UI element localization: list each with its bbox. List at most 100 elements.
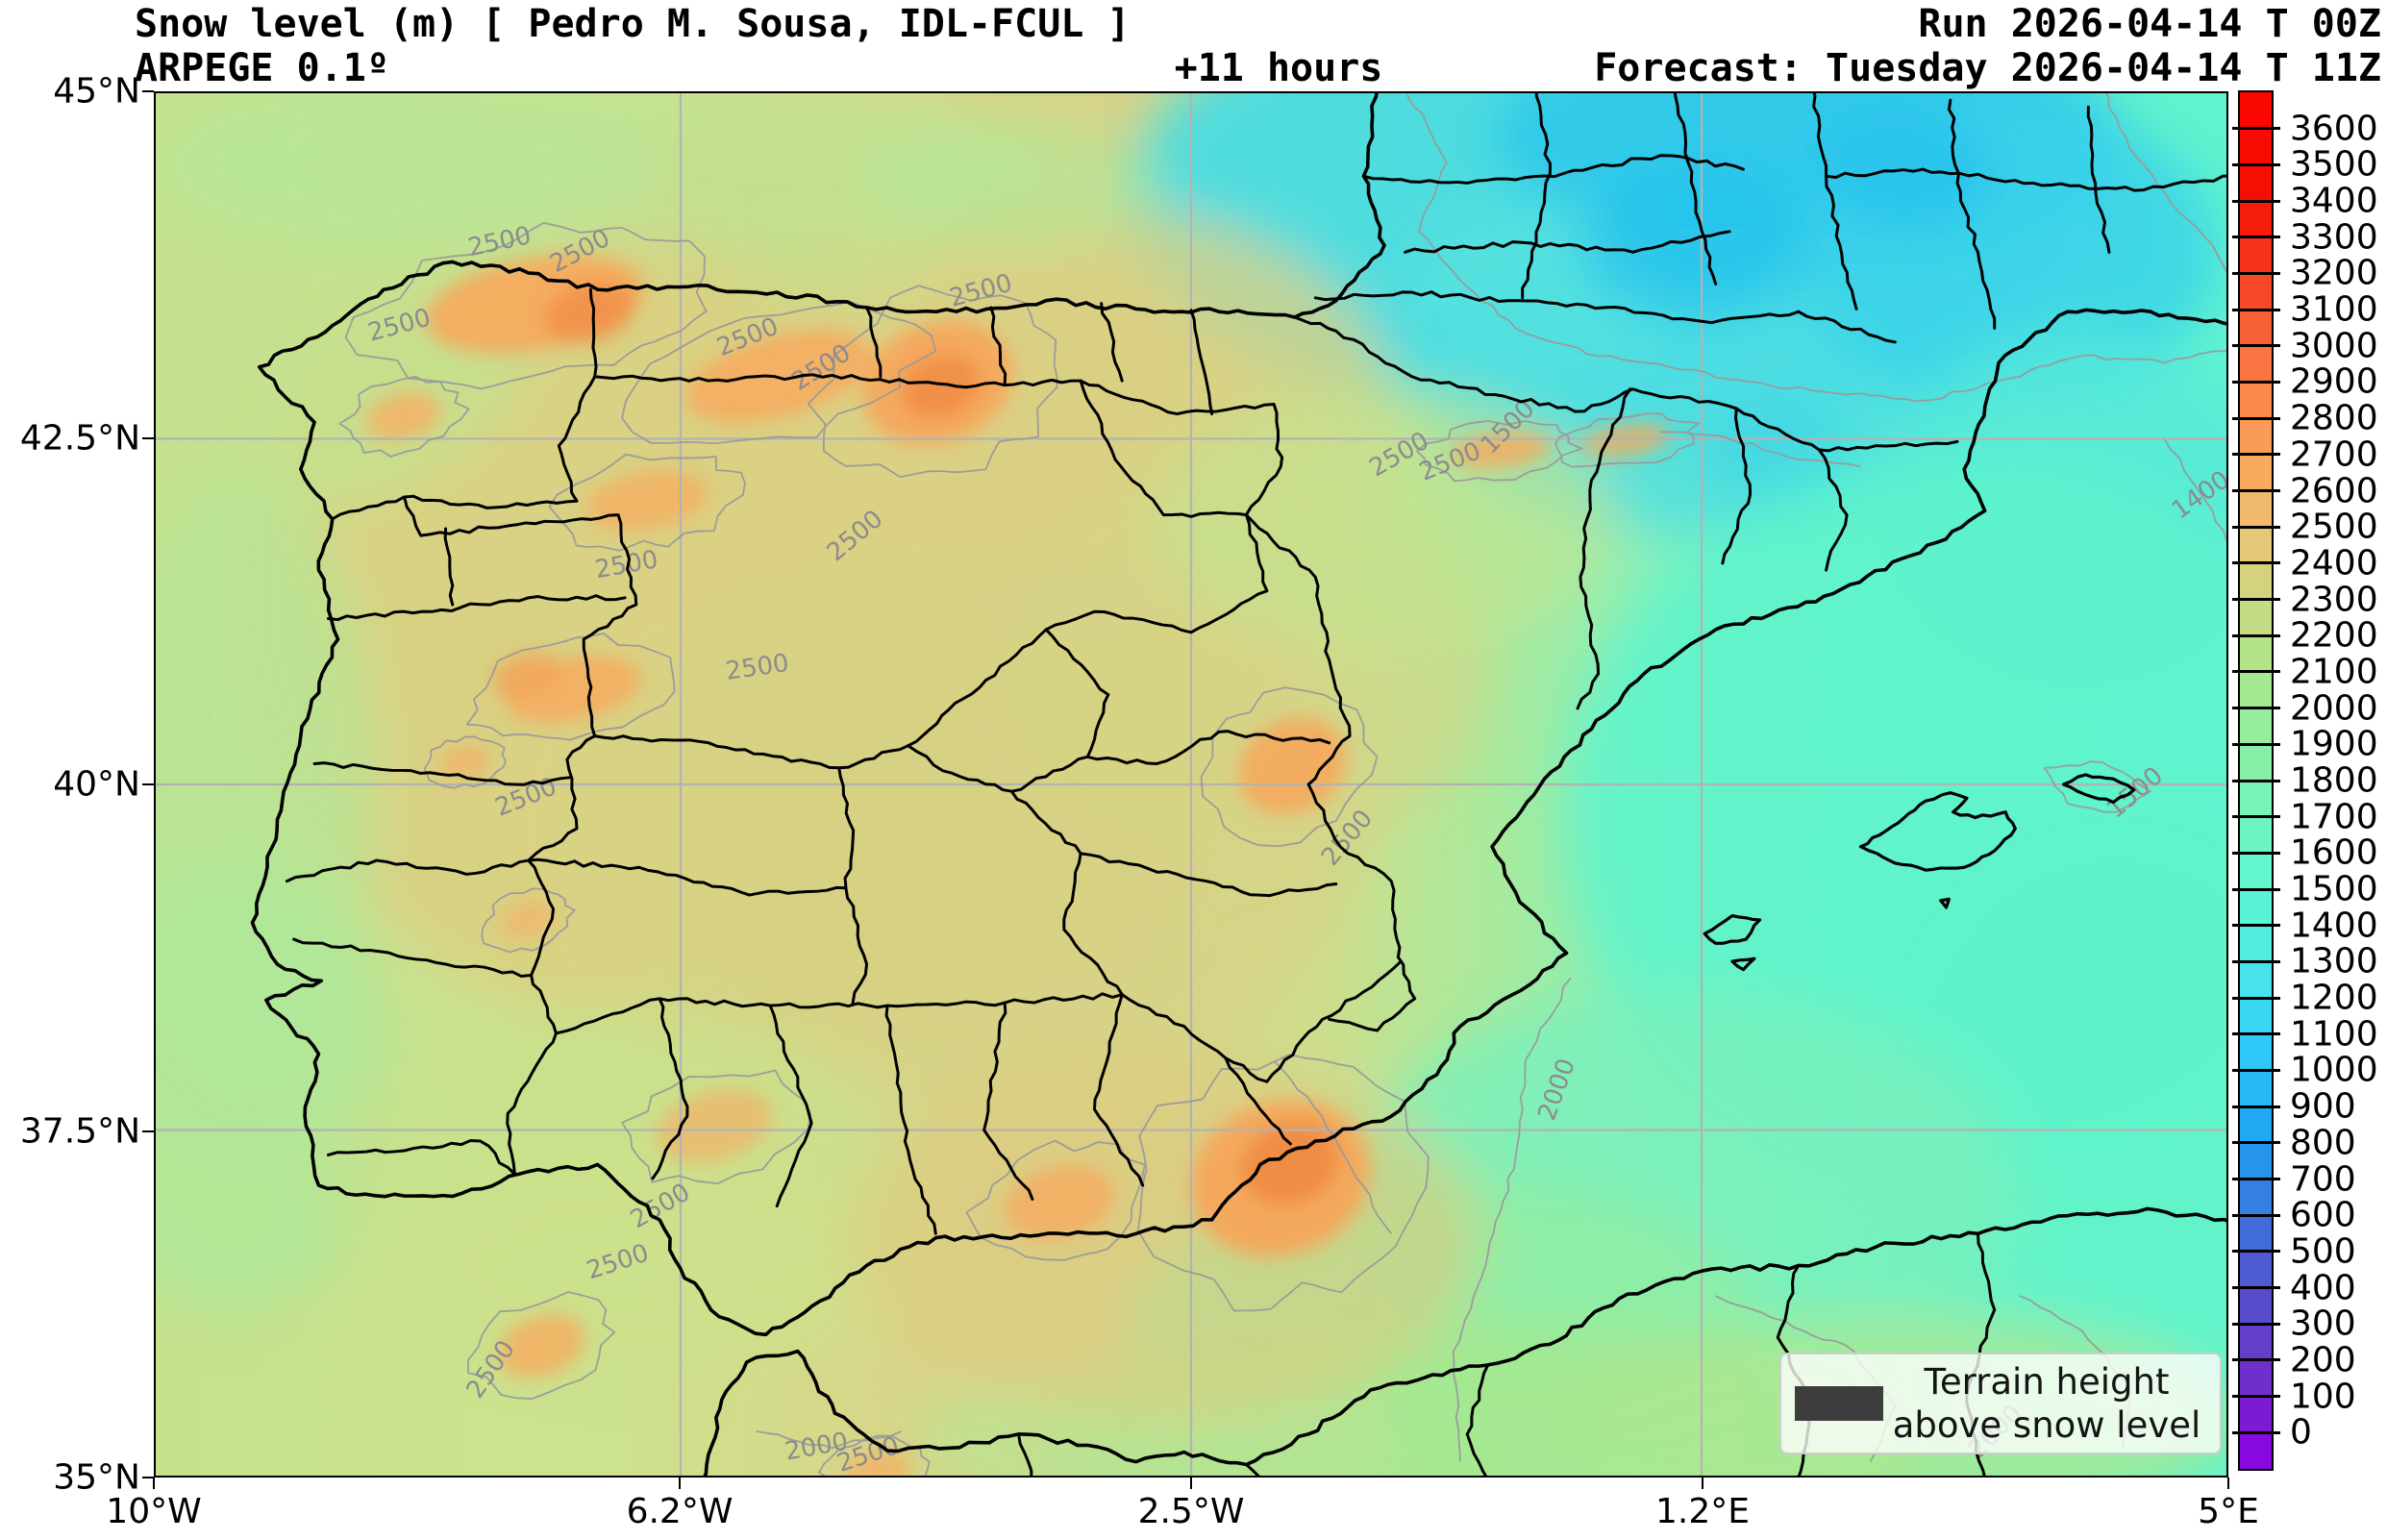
colorbar-tick-label: 1400 (2290, 906, 2378, 946)
colorbar-tickmark (2232, 851, 2280, 855)
colorbar-tick-label: 400 (2290, 1268, 2356, 1308)
colorbar-tickmark (2232, 271, 2280, 275)
y-axis-tick-label: 35°N (53, 1457, 140, 1498)
colorbar-tick-label: 2500 (2290, 507, 2378, 547)
x-axis-tick-label: 2.5°W (1137, 1492, 1245, 1531)
colorbar-tick-label: 3100 (2290, 289, 2378, 330)
y-axis-tickmark (142, 89, 154, 93)
colorbar-tickmark (2232, 815, 2280, 819)
colorbar-segment (2240, 961, 2272, 998)
colorbar-segment (2240, 1070, 2272, 1106)
colorbar-segment (2240, 1214, 2272, 1252)
colorbar-segment (2240, 92, 2272, 129)
colorbar-tickmark (2232, 162, 2280, 166)
colorbar-tickmark (2232, 453, 2280, 457)
colorbar-tickmark (2232, 236, 2280, 239)
colorbar-tick-label: 1300 (2290, 941, 2378, 981)
colorbar-segment (2240, 1251, 2272, 1288)
colorbar-tick-label: 1500 (2290, 869, 2378, 909)
colorbar-tickmark (2232, 1105, 2280, 1108)
colorbar-tickmark (2232, 996, 2280, 1000)
y-axis-tick-label: 37.5°N (19, 1111, 140, 1152)
colorbar (2238, 90, 2274, 1471)
legend-line2: above snow level (1892, 1404, 2201, 1446)
colorbar-segment (2240, 382, 2272, 419)
colorbar-tick-label: 700 (2290, 1159, 2356, 1200)
legend-text: Terrain height above snow level (1883, 1360, 2210, 1447)
colorbar-tick-label: 0 (2290, 1412, 2312, 1453)
valid-time-label: Forecast: Tuesday 2026-04-14 T 11Z (1594, 46, 2381, 90)
colorbar-tickmark (2232, 525, 2280, 529)
colorbar-tickmark (2232, 127, 2280, 131)
colorbar-segment (2240, 1105, 2272, 1143)
colorbar-tick-label: 3500 (2290, 144, 2378, 185)
colorbar-tick-label: 1200 (2290, 978, 2378, 1018)
colorbar-segment (2240, 1396, 2272, 1432)
legend-line1: Terrain height (1924, 1361, 2170, 1403)
colorbar-tick-label: 2200 (2290, 615, 2378, 656)
colorbar-tickmark (2232, 1395, 2280, 1399)
colorbar-tick-label: 300 (2290, 1304, 2356, 1344)
colorbar-tickmark (2232, 633, 2280, 637)
y-axis-tickmark (142, 436, 154, 440)
colorbar-tick-label: 2000 (2290, 688, 2378, 729)
colorbar-segment (2240, 708, 2272, 745)
colorbar-tick-label: 2900 (2290, 361, 2378, 402)
colorbar-tick-label: 3300 (2290, 217, 2378, 258)
x-axis-tickmark (1701, 1478, 1704, 1489)
colorbar-segment (2240, 236, 2272, 274)
lead-time-label: +11 hours (1174, 46, 1383, 90)
colorbar-tickmark (2232, 1178, 2280, 1181)
colorbar-segment (2240, 273, 2272, 310)
colorbar-tick-label: 2300 (2290, 580, 2378, 620)
colorbar-segment (2240, 310, 2272, 346)
colorbar-tickmark (2232, 1430, 2280, 1434)
colorbar-segment (2240, 201, 2272, 237)
colorbar-tick-label: 3400 (2290, 181, 2378, 221)
colorbar-tickmark (2232, 1286, 2280, 1290)
colorbar-segment (2240, 1359, 2272, 1397)
colorbar-segment (2240, 997, 2272, 1034)
colorbar-segment (2240, 490, 2272, 528)
colorbar-segment (2240, 1033, 2272, 1071)
colorbar-tick-label: 100 (2290, 1377, 2356, 1417)
colorbar-segment (2240, 345, 2272, 383)
x-axis-tick-label: 1.2°E (1655, 1492, 1750, 1531)
x-axis-tick-label: 5°E (2198, 1492, 2259, 1531)
x-axis-tickmark (1189, 1478, 1193, 1489)
colorbar-segment (2240, 562, 2272, 600)
colorbar-tickmark (2232, 1213, 2280, 1217)
colorbar-segment (2240, 744, 2272, 781)
colorbar-tickmark (2232, 1250, 2280, 1254)
colorbar-segment (2240, 599, 2272, 636)
colorbar-segment (2240, 925, 2272, 962)
colorbar-segment (2240, 527, 2272, 563)
terrain-legend-swatch (1795, 1386, 1883, 1421)
y-axis-tick-label: 45°N (53, 71, 140, 112)
x-axis-tick-label: 10°W (106, 1492, 202, 1531)
colorbar-tick-label: 2400 (2290, 543, 2378, 584)
colorbar-segment (2240, 888, 2272, 926)
colorbar-tick-label: 200 (2290, 1340, 2356, 1380)
colorbar-tickmark (2232, 1032, 2280, 1036)
colorbar-segment (2240, 780, 2272, 817)
colorbar-tickmark (2232, 887, 2280, 891)
x-axis-tickmark (152, 1478, 156, 1489)
y-axis-tickmark (142, 1476, 154, 1479)
model-label: ARPEGE 0.1º (135, 46, 389, 90)
colorbar-tickmark (2232, 924, 2280, 928)
colorbar-tickmark (2232, 1068, 2280, 1072)
y-axis-tickmark (142, 1130, 154, 1133)
colorbar-tickmark (2232, 308, 2280, 311)
colorbar-segment (2240, 671, 2272, 708)
colorbar-tickmark (2232, 199, 2280, 203)
x-axis-tickmark (678, 1478, 682, 1489)
colorbar-tick-label: 1700 (2290, 797, 2378, 837)
colorbar-tick-label: 3000 (2290, 326, 2378, 366)
colorbar-tickmark (2232, 1322, 2280, 1326)
colorbar-segment (2240, 1142, 2272, 1180)
colorbar-segment (2240, 454, 2272, 491)
colorbar-tickmark (2232, 598, 2280, 602)
colorbar-tickmark (2232, 380, 2280, 384)
